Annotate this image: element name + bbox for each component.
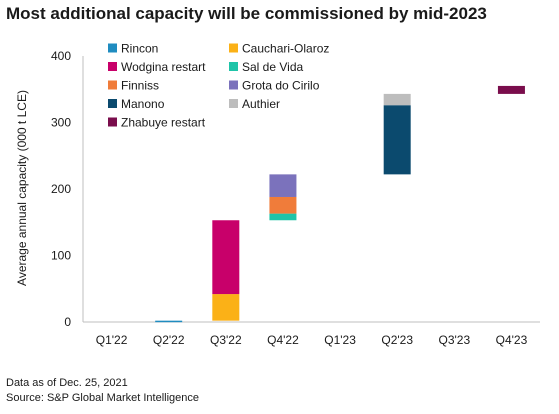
x-tick-label: Q4'23: [496, 333, 528, 347]
y-tick-label: 400: [51, 49, 71, 63]
bar-finniss: [269, 196, 297, 214]
bar-authier: [383, 93, 411, 106]
legend-label-cauchari-olaroz: Cauchari-Olaroz: [242, 42, 329, 56]
legend-label-authier: Authier: [242, 97, 280, 111]
x-tick-label: Q2'22: [153, 333, 185, 347]
bar-sal-de-vida: [269, 213, 297, 221]
x-tick-label: Q2'23: [381, 333, 413, 347]
legend: Rincon Cauchari-Olaroz Wodgina restart Sal …: [108, 42, 329, 130]
legend-label-finniss: Finniss: [121, 79, 159, 93]
y-tick-label: 300: [51, 116, 71, 130]
legend-label-wodgina-restart: Wodgina restart: [121, 60, 206, 74]
legend-swatch-manono: [108, 99, 117, 108]
legend-label-grota-do-cirilo: Grota do Cirilo: [242, 79, 320, 93]
axes: 0 100 200 300 400 Q1'22 Q2'22 Q3'22 Q4'22 Q1'23 Q2…: [51, 49, 540, 347]
bar-wodgina-restart: [212, 220, 240, 295]
legend-label-zhabuye-restart: Zhabuye restart: [121, 116, 206, 130]
legend-swatch-wodgina-restart: [108, 62, 117, 71]
y-tick-label: 200: [51, 182, 71, 196]
x-tick-label: Q3'22: [210, 333, 242, 347]
legend-swatch-sal-de-vida: [229, 62, 238, 71]
bar-cauchari-olaroz: [212, 294, 240, 321]
legend-swatch-finniss: [108, 80, 117, 90]
legend-label-manono: Manono: [121, 97, 165, 111]
x-tick-label: Q1'23: [324, 333, 356, 347]
x-tick-label: Q3'23: [438, 333, 470, 347]
x-tick-label: Q4'22: [267, 333, 299, 347]
bar-grota-do-cirilo: [269, 174, 297, 197]
legend-swatch-cauchari-olaroz: [229, 43, 238, 53]
y-axis-label: Average annual capacity (000 t LCE): [15, 90, 29, 286]
bars: [155, 85, 525, 323]
legend-label-sal-de-vida: Sal de Vida: [242, 60, 303, 74]
bar-zhabuye-restart: [497, 85, 525, 94]
y-tick-label: 100: [51, 249, 71, 263]
footnote-date: Data as of Dec. 25, 2021: [6, 377, 128, 389]
legend-label-rincon: Rincon: [121, 42, 158, 56]
legend-swatch-grota-do-cirilo: [229, 80, 238, 90]
chart-title: Most additional capacity will be commiss…: [6, 4, 487, 23]
x-tick-label: Q1'22: [96, 333, 128, 347]
legend-swatch-rincon: [108, 43, 117, 53]
legend-swatch-zhabuye-restart: [108, 117, 117, 127]
y-tick-label: 0: [64, 315, 71, 329]
legend-swatch-authier: [229, 99, 238, 108]
bar-rincon: [155, 320, 183, 323]
footnote-source: Source: S&P Global Market Intelligence: [6, 392, 200, 404]
bar-manono: [383, 105, 411, 175]
